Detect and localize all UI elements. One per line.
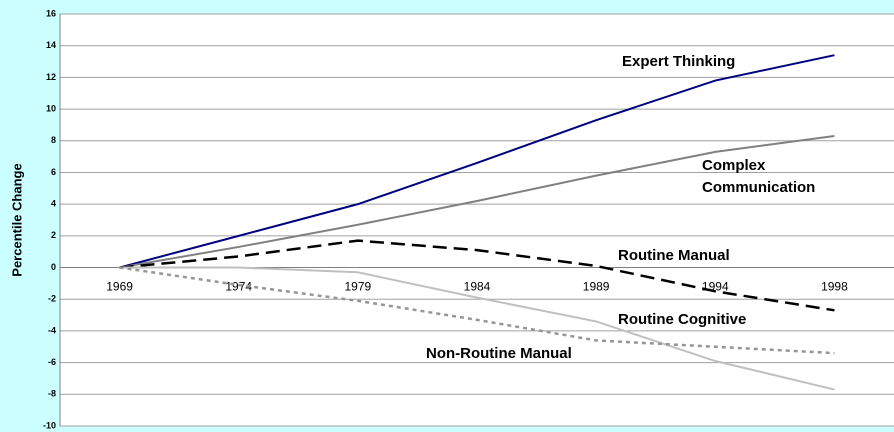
y-tick-label: 12 xyxy=(46,72,56,82)
y-tick-label: 0 xyxy=(51,262,56,272)
plot-area xyxy=(60,14,894,426)
x-tick-label: 1969 xyxy=(106,280,133,294)
x-tick-label: 1998 xyxy=(821,280,848,294)
y-tick-label: 2 xyxy=(51,230,56,240)
y-tick-label: 14 xyxy=(46,40,56,50)
y-tick-label: -8 xyxy=(48,389,56,399)
y-tick-label: -2 xyxy=(48,294,56,304)
y-tick-label: 16 xyxy=(46,8,56,18)
series-label: Routine Cognitive xyxy=(618,311,746,328)
series-label: Routine Manual xyxy=(618,247,730,264)
x-tick-label: 1984 xyxy=(464,280,491,294)
y-tick-label: -10 xyxy=(43,420,56,430)
series-label: Expert Thinking xyxy=(622,53,735,70)
y-tick-label: 4 xyxy=(51,199,56,209)
y-axis-label: Percentile Change xyxy=(9,163,24,276)
y-tick-label: 8 xyxy=(51,135,56,145)
y-tick-label: 10 xyxy=(46,103,56,113)
line-series xyxy=(119,266,835,391)
x-tick-label: 1979 xyxy=(345,280,372,294)
x-tick-label: 1989 xyxy=(583,280,610,294)
y-tick-label: -6 xyxy=(48,357,56,367)
line-series xyxy=(119,266,835,355)
line-series xyxy=(119,54,835,269)
series-label: Complex Communication xyxy=(702,157,815,196)
line-series xyxy=(119,135,835,269)
series-label: Non-Routine Manual xyxy=(426,345,572,362)
y-tick-label: 6 xyxy=(51,167,56,177)
y-tick-label: -4 xyxy=(48,325,56,335)
line-series xyxy=(119,239,835,312)
